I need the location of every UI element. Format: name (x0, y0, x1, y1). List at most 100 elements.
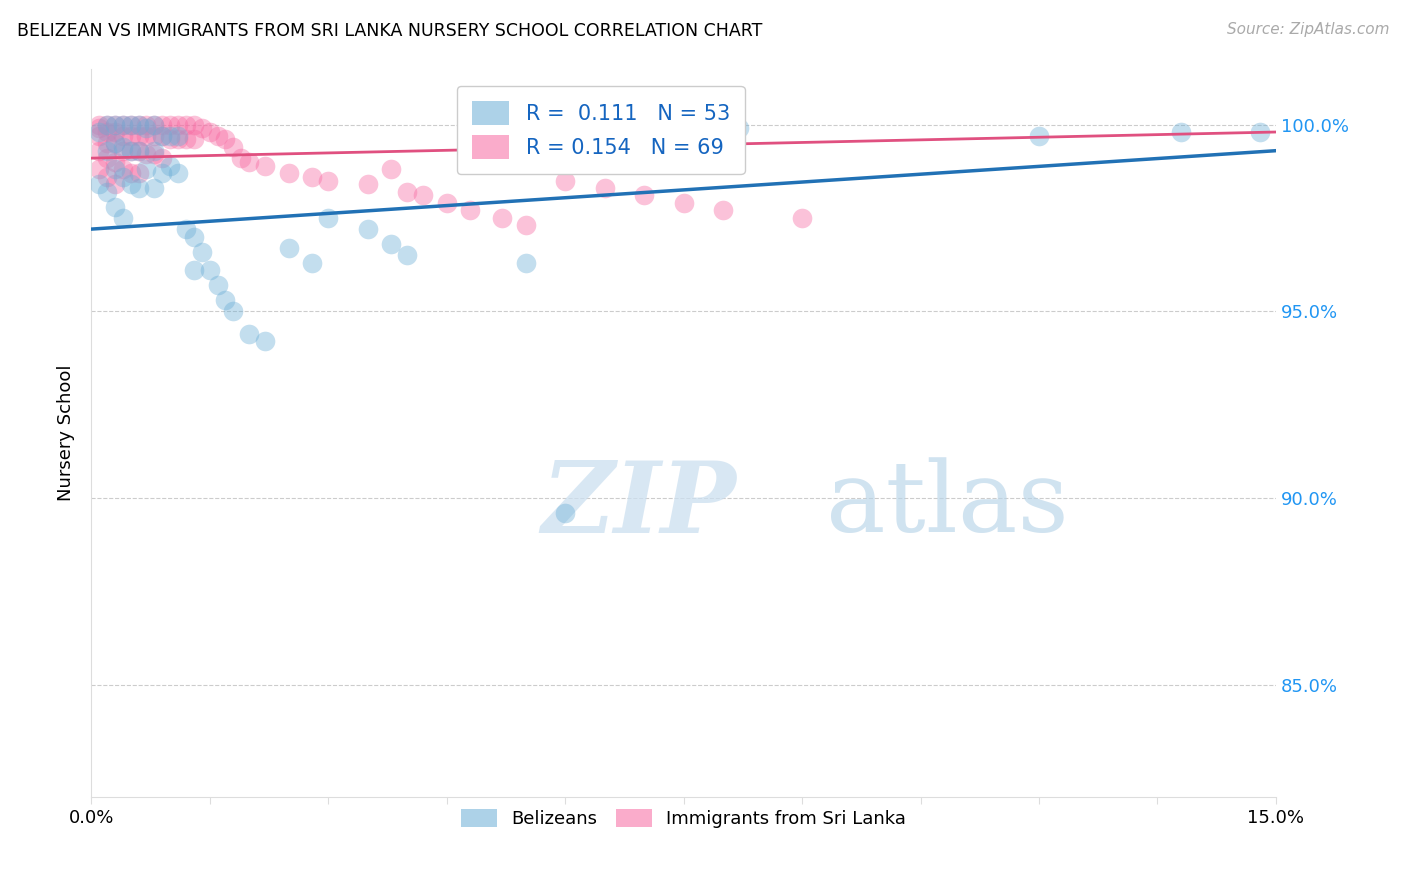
Text: ZIP: ZIP (541, 458, 737, 554)
Point (190, 244, 212, 259)
Point (183, 263, 205, 277)
Point (104, 162, 127, 177)
Point (104, 154, 127, 169)
Point (316, 211, 339, 225)
Point (87, 118, 110, 132)
Point (128, 144, 150, 158)
Point (672, 196, 695, 211)
Text: Source: ZipAtlas.com: Source: ZipAtlas.com (1226, 22, 1389, 37)
Point (87, 125, 110, 139)
Point (159, 159, 181, 173)
Point (120, 128, 142, 143)
Point (167, 166, 190, 180)
Point (104, 136, 127, 151)
Point (87, 162, 110, 177)
Point (356, 178, 378, 192)
Point (222, 304, 245, 318)
Point (104, 118, 127, 132)
Point (120, 118, 142, 132)
Point (190, 121, 212, 136)
Point (253, 334, 276, 348)
Point (150, 166, 173, 180)
Point (96, 118, 118, 132)
Point (104, 136, 127, 151)
Point (128, 166, 150, 180)
Text: atlas: atlas (825, 458, 1069, 553)
Point (150, 118, 173, 132)
Point (96, 136, 118, 151)
Point (458, 203, 481, 218)
Point (96, 169, 118, 184)
Point (167, 132, 190, 146)
Text: BELIZEAN VS IMMIGRANTS FROM SRI LANKA NURSERY SCHOOL CORRELATION CHART: BELIZEAN VS IMMIGRANTS FROM SRI LANKA NU… (17, 22, 762, 40)
Point (222, 140, 245, 154)
Point (214, 132, 236, 146)
Point (96, 185, 118, 199)
Point (1170, 125, 1192, 139)
Point (672, 125, 695, 139)
Point (380, 162, 402, 177)
Point (238, 154, 260, 169)
Point (135, 118, 157, 132)
Point (231, 151, 253, 165)
Point (96, 125, 118, 139)
Point (120, 144, 142, 158)
Point (356, 222, 378, 236)
Point (790, 211, 813, 225)
Point (135, 128, 157, 143)
Point (135, 162, 157, 177)
Point (143, 118, 166, 132)
Point (207, 278, 229, 293)
Point (174, 132, 197, 146)
Point (198, 263, 221, 277)
Point (159, 128, 181, 143)
Point (727, 121, 749, 136)
Point (150, 128, 173, 143)
Point (159, 118, 181, 132)
Point (167, 118, 190, 132)
Point (111, 118, 134, 132)
Point (104, 200, 127, 214)
Point (515, 256, 537, 270)
Point (554, 506, 576, 520)
Point (111, 211, 134, 225)
Point (143, 128, 166, 143)
Point (120, 166, 142, 180)
Point (301, 169, 323, 184)
Point (104, 118, 127, 132)
Point (87, 128, 110, 143)
Point (150, 151, 173, 165)
Point (111, 169, 134, 184)
Point (277, 241, 299, 255)
Point (128, 144, 150, 158)
Point (316, 173, 339, 187)
Point (150, 128, 173, 143)
Point (111, 144, 134, 158)
Point (111, 128, 134, 143)
Point (87, 178, 110, 192)
Point (183, 229, 205, 244)
Point (128, 118, 150, 132)
Point (128, 118, 150, 132)
Point (253, 159, 276, 173)
Point (104, 178, 127, 192)
Point (711, 203, 734, 218)
Point (143, 144, 166, 158)
Point (593, 181, 616, 195)
Point (120, 118, 142, 132)
Point (111, 162, 134, 177)
Point (554, 173, 576, 187)
Point (111, 118, 134, 132)
Point (183, 132, 205, 146)
Point (380, 237, 402, 252)
Point (633, 188, 655, 202)
Point (120, 178, 142, 192)
Point (491, 211, 513, 225)
Point (214, 293, 236, 307)
Point (96, 144, 118, 158)
Y-axis label: Nursery School: Nursery School (58, 365, 75, 501)
Point (1028, 128, 1050, 143)
Point (174, 222, 197, 236)
Point (174, 118, 197, 132)
Point (87, 121, 110, 136)
